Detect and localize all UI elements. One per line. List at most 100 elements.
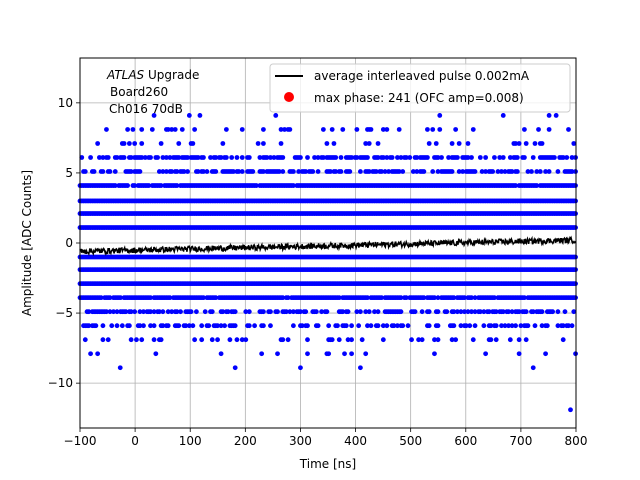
sample-point (363, 141, 369, 146)
sample-point (368, 127, 374, 132)
sample-point (555, 323, 561, 329)
sample-point (555, 309, 561, 315)
sample-point (105, 337, 111, 343)
sample-point (315, 323, 321, 329)
legend-box (269, 63, 571, 113)
sample-point (338, 155, 344, 160)
sample-point (407, 155, 413, 160)
x-tick-label: −100 (64, 434, 97, 448)
sample-point (375, 141, 381, 146)
y-axis-label: Amplitude [ADC Counts] (20, 170, 34, 316)
sample-point (169, 127, 175, 132)
sample-point (167, 155, 173, 160)
sample-point (227, 337, 233, 343)
sample-point (315, 169, 321, 174)
sample-point (326, 323, 332, 329)
sample-point (409, 337, 414, 343)
sample-point (500, 309, 506, 315)
sample-point (225, 309, 231, 315)
y-tick-label: 0 (65, 236, 73, 250)
annotation-board: Board260 (110, 85, 168, 99)
sample-point (165, 323, 171, 329)
sample-point (347, 169, 353, 174)
sample-point (516, 309, 522, 315)
sample-point (112, 183, 118, 188)
sample-point (400, 169, 406, 174)
sample-point (285, 337, 291, 343)
sample-point (539, 323, 545, 329)
sample-point (250, 169, 256, 174)
sample-point (492, 155, 497, 160)
sample-point (326, 351, 332, 357)
sample-point (239, 155, 245, 160)
sample-point (502, 323, 508, 329)
sample-point (132, 183, 138, 188)
sample-point (278, 141, 284, 146)
sample-point (232, 365, 238, 371)
sample-point (305, 323, 310, 329)
sample-point (134, 337, 139, 343)
sample-point (502, 169, 508, 174)
sample-point (179, 127, 185, 132)
sample-point (469, 295, 474, 301)
sample-point (477, 155, 483, 160)
sample-point (414, 155, 420, 160)
sample-point (192, 127, 198, 132)
sample-point (479, 169, 485, 174)
sample-point (208, 155, 213, 160)
sample-point (460, 169, 466, 174)
sample-point (507, 155, 513, 160)
sample-point (257, 155, 263, 160)
sample-point (481, 309, 487, 315)
sample-point (329, 337, 335, 343)
sample-point (183, 323, 189, 329)
sample-point (506, 323, 511, 329)
sample-point (264, 155, 270, 160)
sample-point (338, 169, 344, 174)
sample-point (543, 351, 548, 357)
sample-point (220, 141, 226, 146)
sample-point (525, 323, 531, 329)
sample-point (243, 337, 249, 343)
sample-point (111, 309, 116, 315)
sample-point (513, 323, 518, 329)
sample-point (518, 323, 524, 329)
sample-point (313, 309, 319, 315)
average-pulse-line (79, 235, 577, 257)
y-tick-label: 10 (58, 96, 73, 110)
sample-point (197, 113, 203, 118)
sample-point (349, 337, 354, 343)
sample-point (529, 169, 534, 174)
sample-point (137, 169, 143, 174)
sample-point (100, 323, 106, 329)
sample-point (114, 309, 120, 315)
sample-point (199, 337, 205, 343)
sample-point (380, 337, 386, 343)
sample-point (469, 309, 474, 315)
sample-point (349, 351, 354, 357)
sample-point (419, 337, 425, 343)
sample-point (571, 309, 577, 315)
sample-point (333, 169, 339, 174)
sample-point (483, 169, 489, 174)
sample-point (82, 169, 88, 174)
sample-point (259, 351, 265, 357)
sample-point (412, 309, 418, 315)
sample-point (209, 337, 215, 343)
sample-point (492, 295, 497, 301)
sample-point (532, 323, 538, 329)
sample-point (571, 141, 577, 146)
sample-point (472, 169, 478, 174)
sample-point (160, 309, 166, 315)
sample-point (458, 323, 464, 329)
sample-point (128, 309, 134, 315)
sample-point (425, 155, 430, 160)
sample-point (365, 323, 370, 329)
plot-content (77, 113, 578, 413)
sample-point (488, 323, 494, 329)
sample-point (569, 323, 575, 329)
sample-point (551, 155, 557, 160)
y-tick-label: 5 (65, 166, 73, 180)
sample-point (389, 155, 395, 160)
x-tick-label: 0 (131, 434, 139, 448)
